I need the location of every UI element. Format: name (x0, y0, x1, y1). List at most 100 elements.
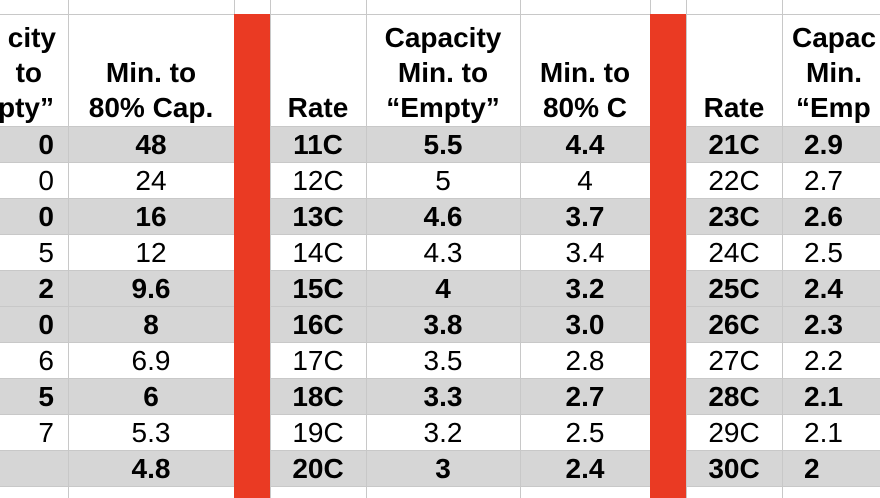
g3-rate-cell: 30C (708, 453, 760, 484)
grid-line (0, 234, 880, 235)
g1-min80-cell: 16 (135, 201, 167, 232)
g2-min80-header-bot: 80% C (542, 92, 628, 123)
grid-line (0, 486, 880, 487)
g1-capacity-cell: 0 (38, 165, 54, 196)
g2-capacity-header-mid: Min. to (397, 57, 489, 88)
g1-min80-cell: 5.3 (131, 417, 171, 448)
grid-line (0, 126, 880, 127)
g2-capacity-cell: 3.3 (423, 381, 463, 412)
g2-capacity-cell: 4.6 (423, 201, 463, 232)
g2-capacity-header-top: Capacity (384, 22, 502, 53)
g2-min80-cell: 3.2 (565, 273, 605, 304)
g2-min80-cell: 3.4 (565, 237, 605, 268)
g2-capacity-header-bot: “Empty” (386, 92, 500, 123)
grid-line (0, 306, 880, 307)
table-row (0, 127, 880, 163)
g2-capacity-cell: 3.8 (423, 309, 463, 340)
g2-capacity-cell: 5.5 (423, 129, 463, 160)
g1-min80-cell: 24 (135, 165, 167, 196)
g2-min80-cell: 3.7 (565, 201, 605, 232)
g1-capacity-cell: 0 (38, 309, 54, 340)
g3-capacity-cell: 2.5 (804, 237, 843, 268)
g1-capacity-cell: 5 (38, 381, 54, 412)
table-row (0, 451, 880, 487)
g2-min80-cell: 4 (577, 165, 593, 196)
g2-capacity-cell: 3 (435, 453, 451, 484)
g3-capacity-cell: 2.9 (804, 129, 843, 160)
g3-capacity-cell: 2 (804, 453, 820, 484)
g2-capacity-cell: 3.2 (423, 417, 463, 448)
g2-rate-cell: 14C (292, 237, 344, 268)
g3-capacity-header-mid: Min. (806, 57, 862, 88)
g3-rate-cell: 25C (708, 273, 760, 304)
g2-min80-header-mid: Min. to (539, 57, 631, 88)
g3-rate-header: Rate (703, 92, 765, 123)
g1-capacity-cell: 5 (38, 237, 54, 268)
g2-rate-cell: 19C (292, 417, 344, 448)
g3-capacity-cell: 2.4 (804, 273, 843, 304)
g1-capacity-header-top: city (7, 22, 56, 53)
g3-capacity-cell: 2.6 (804, 201, 843, 232)
g1-min80-cell: 9.6 (131, 273, 171, 304)
g3-capacity-header-top: Capac (792, 22, 877, 53)
grid-line (0, 198, 880, 199)
g3-rate-cell: 21C (708, 129, 760, 160)
grid-line (0, 342, 880, 343)
g2-rate-cell: 16C (292, 309, 344, 340)
g3-rate-cell: 22C (708, 165, 760, 196)
g2-rate-cell: 12C (292, 165, 344, 196)
table-row (0, 307, 880, 343)
g1-capacity-cell: 2 (38, 273, 54, 304)
g1-capacity-cell: 6 (38, 345, 54, 376)
g1-capacity-cell: 0 (38, 201, 54, 232)
grid-line (0, 450, 880, 451)
grid-line (0, 162, 880, 163)
g1-min80-header-mid: Min. to (105, 57, 197, 88)
g3-rate-cell: 23C (708, 201, 760, 232)
g2-capacity-cell: 4.3 (423, 237, 463, 268)
g1-capacity-cell: 7 (38, 417, 54, 448)
g3-capacity-header-bot: “Emp (796, 92, 871, 123)
g3-rate-cell: 27C (708, 345, 760, 376)
g2-capacity-cell: 4 (435, 273, 451, 304)
g1-min80-cell: 6 (143, 381, 159, 412)
g2-min80-cell: 2.5 (565, 417, 605, 448)
g3-capacity-cell: 2.3 (804, 309, 843, 340)
g2-capacity-cell: 5 (435, 165, 451, 196)
g1-min80-cell: 8 (143, 309, 159, 340)
g2-min80-cell: 4.4 (565, 129, 605, 160)
g2-min80-cell: 2.7 (565, 381, 605, 412)
table-row (0, 379, 880, 415)
grid-line (686, 0, 687, 498)
red-divider-column (234, 14, 270, 498)
g3-capacity-cell: 2.7 (804, 165, 843, 196)
table-row (0, 199, 880, 235)
g2-capacity-cell: 3.5 (423, 345, 463, 376)
g1-capacity-header-mid: to (15, 57, 42, 88)
g2-rate-cell: 11C (293, 129, 343, 160)
grid-line (68, 0, 69, 498)
grid-line (0, 378, 880, 379)
g1-min80-cell: 12 (135, 237, 167, 268)
g2-rate-header: Rate (287, 92, 349, 123)
grid-line (0, 270, 880, 271)
grid-line (0, 414, 880, 415)
g1-capacity-cell (0, 451, 68, 487)
grid-line (270, 0, 271, 498)
g2-rate-cell: 18C (292, 381, 344, 412)
g1-min80-cell: 6.9 (131, 345, 171, 376)
g1-min80-cell: 4.8 (131, 453, 171, 484)
g3-rate-cell: 28C (708, 381, 760, 412)
g1-min80-cell: 48 (135, 129, 167, 160)
g2-rate-cell: 13C (292, 201, 344, 232)
grid-line (366, 0, 367, 498)
g2-min80-cell: 3.0 (565, 309, 605, 340)
g1-capacity-header-bot: pty” (0, 92, 54, 123)
g3-capacity-cell: 2.1 (804, 381, 843, 412)
g1-min80-header-bot: 80% Cap. (88, 92, 214, 123)
red-divider-column (650, 14, 686, 498)
g3-rate-cell: 29C (708, 417, 760, 448)
grid-line (782, 0, 783, 498)
g2-min80-cell: 2.4 (565, 453, 605, 484)
